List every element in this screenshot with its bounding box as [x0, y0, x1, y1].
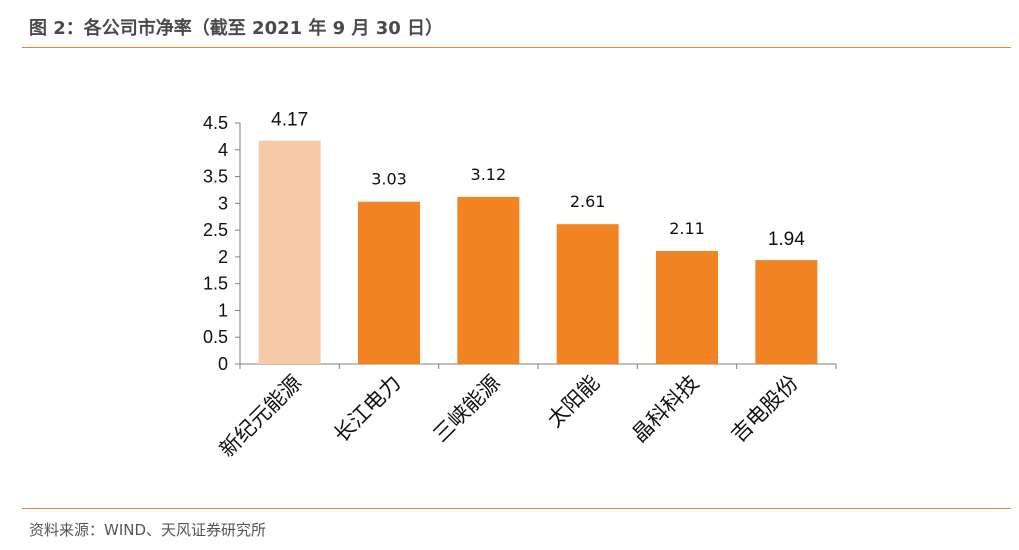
y-tick-label: 1	[218, 300, 228, 320]
category-label: 太阳能	[543, 371, 605, 433]
data-label: 4.17	[271, 110, 308, 131]
data-label: 3.12	[471, 165, 507, 184]
category-label: 长江电力	[329, 371, 405, 447]
footer-divider	[22, 508, 1011, 509]
y-tick-label: 3	[218, 193, 228, 213]
y-tick-label: 0	[218, 354, 228, 374]
category-label: 新纪元能源	[215, 371, 306, 462]
data-label: 1.94	[768, 229, 805, 250]
category-labels: 新纪元能源 长江电力 三峡能源 太阳能 晶科科技 吉电股份	[215, 371, 803, 462]
data-label: 2.61	[570, 192, 606, 211]
data-label: 3.03	[371, 170, 407, 189]
y-tick-label: 2	[218, 247, 228, 267]
y-axis: 0 0.5 1 1.5 2 2.5 3 3.5 4 4.5	[203, 113, 837, 374]
category-label: 三峡能源	[429, 371, 505, 447]
bar	[755, 260, 818, 364]
category-label: 吉电股份	[727, 371, 803, 447]
y-tick-label: 4.5	[203, 113, 228, 133]
bar	[656, 250, 718, 364]
title-divider	[22, 47, 1011, 48]
y-tick-label: 3.5	[203, 167, 228, 187]
y-tick-label: 1.5	[203, 274, 228, 294]
bar	[556, 224, 619, 364]
bar	[358, 201, 420, 364]
figure-title: 图 2：各公司市净率（截至 2021 年 9 月 30 日）	[29, 18, 444, 39]
y-tick-label: 0.5	[203, 327, 228, 347]
data-labels: 4.17 3.03 3.12 2.61 2.11 1.94	[271, 110, 805, 250]
category-label: 晶科科技	[627, 371, 703, 447]
bars	[258, 140, 818, 364]
source-note: 资料来源：WIND、天风证券研究所	[29, 521, 267, 539]
data-label: 2.11	[669, 219, 705, 238]
y-tick-label: 4	[218, 140, 228, 160]
bar	[258, 140, 321, 364]
bar	[457, 196, 520, 364]
y-tick-label: 2.5	[203, 220, 228, 240]
